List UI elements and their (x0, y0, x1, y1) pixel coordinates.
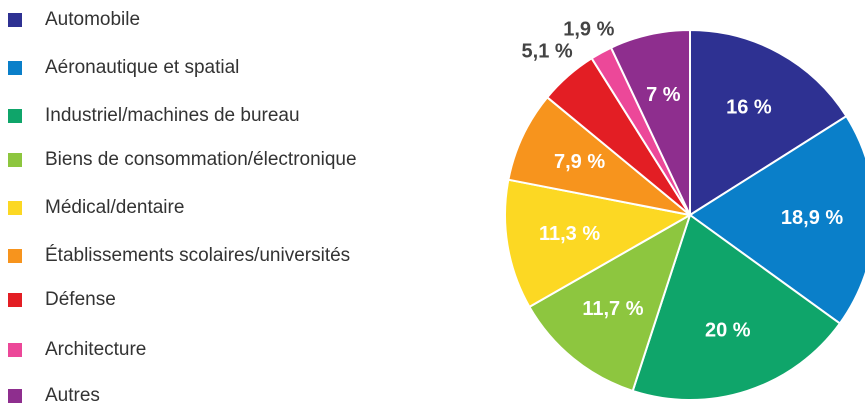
pie-slice (688, 114, 865, 325)
legend-label: Établissements scolaires/universités (45, 245, 350, 266)
pie-slice (504, 178, 693, 309)
data-label: 7 % (646, 84, 681, 106)
legend-swatch (8, 343, 22, 357)
data-label: 11,3 % (539, 223, 600, 245)
data-label: 20 % (705, 319, 751, 341)
legend-label: Défense (45, 289, 116, 310)
legend-label: Aéronautique et spatial (45, 57, 239, 78)
legend-swatch (8, 109, 22, 123)
pie-slice (528, 212, 692, 393)
legend-label: Architecture (45, 339, 146, 360)
data-label: 5,1 % (522, 41, 573, 63)
legend-swatch (8, 249, 22, 263)
legend-label: Automobile (45, 9, 140, 30)
legend-swatch (8, 201, 22, 215)
legend-label: Industriel/machines de bureau (45, 105, 300, 126)
legend-swatch (8, 61, 22, 75)
legend-swatch (8, 389, 22, 403)
legend-swatch (8, 153, 22, 167)
legend-label: Biens de consommation/électronique (45, 149, 357, 170)
data-label: 11,7 % (582, 298, 643, 320)
pie-slice (689, 28, 848, 217)
data-label: 16 % (726, 96, 772, 118)
data-label: 7,9 % (554, 151, 605, 173)
legend-label: Médical/dentaire (45, 197, 184, 218)
pie-slice (609, 28, 691, 216)
legend-label: Autres (45, 385, 100, 405)
legend-swatch (8, 293, 22, 307)
legend-swatch (8, 13, 22, 27)
pie-slice (507, 95, 691, 216)
data-label: 18,9 % (781, 207, 843, 229)
data-label: 1,9 % (563, 18, 614, 40)
pie-slice (631, 213, 842, 401)
